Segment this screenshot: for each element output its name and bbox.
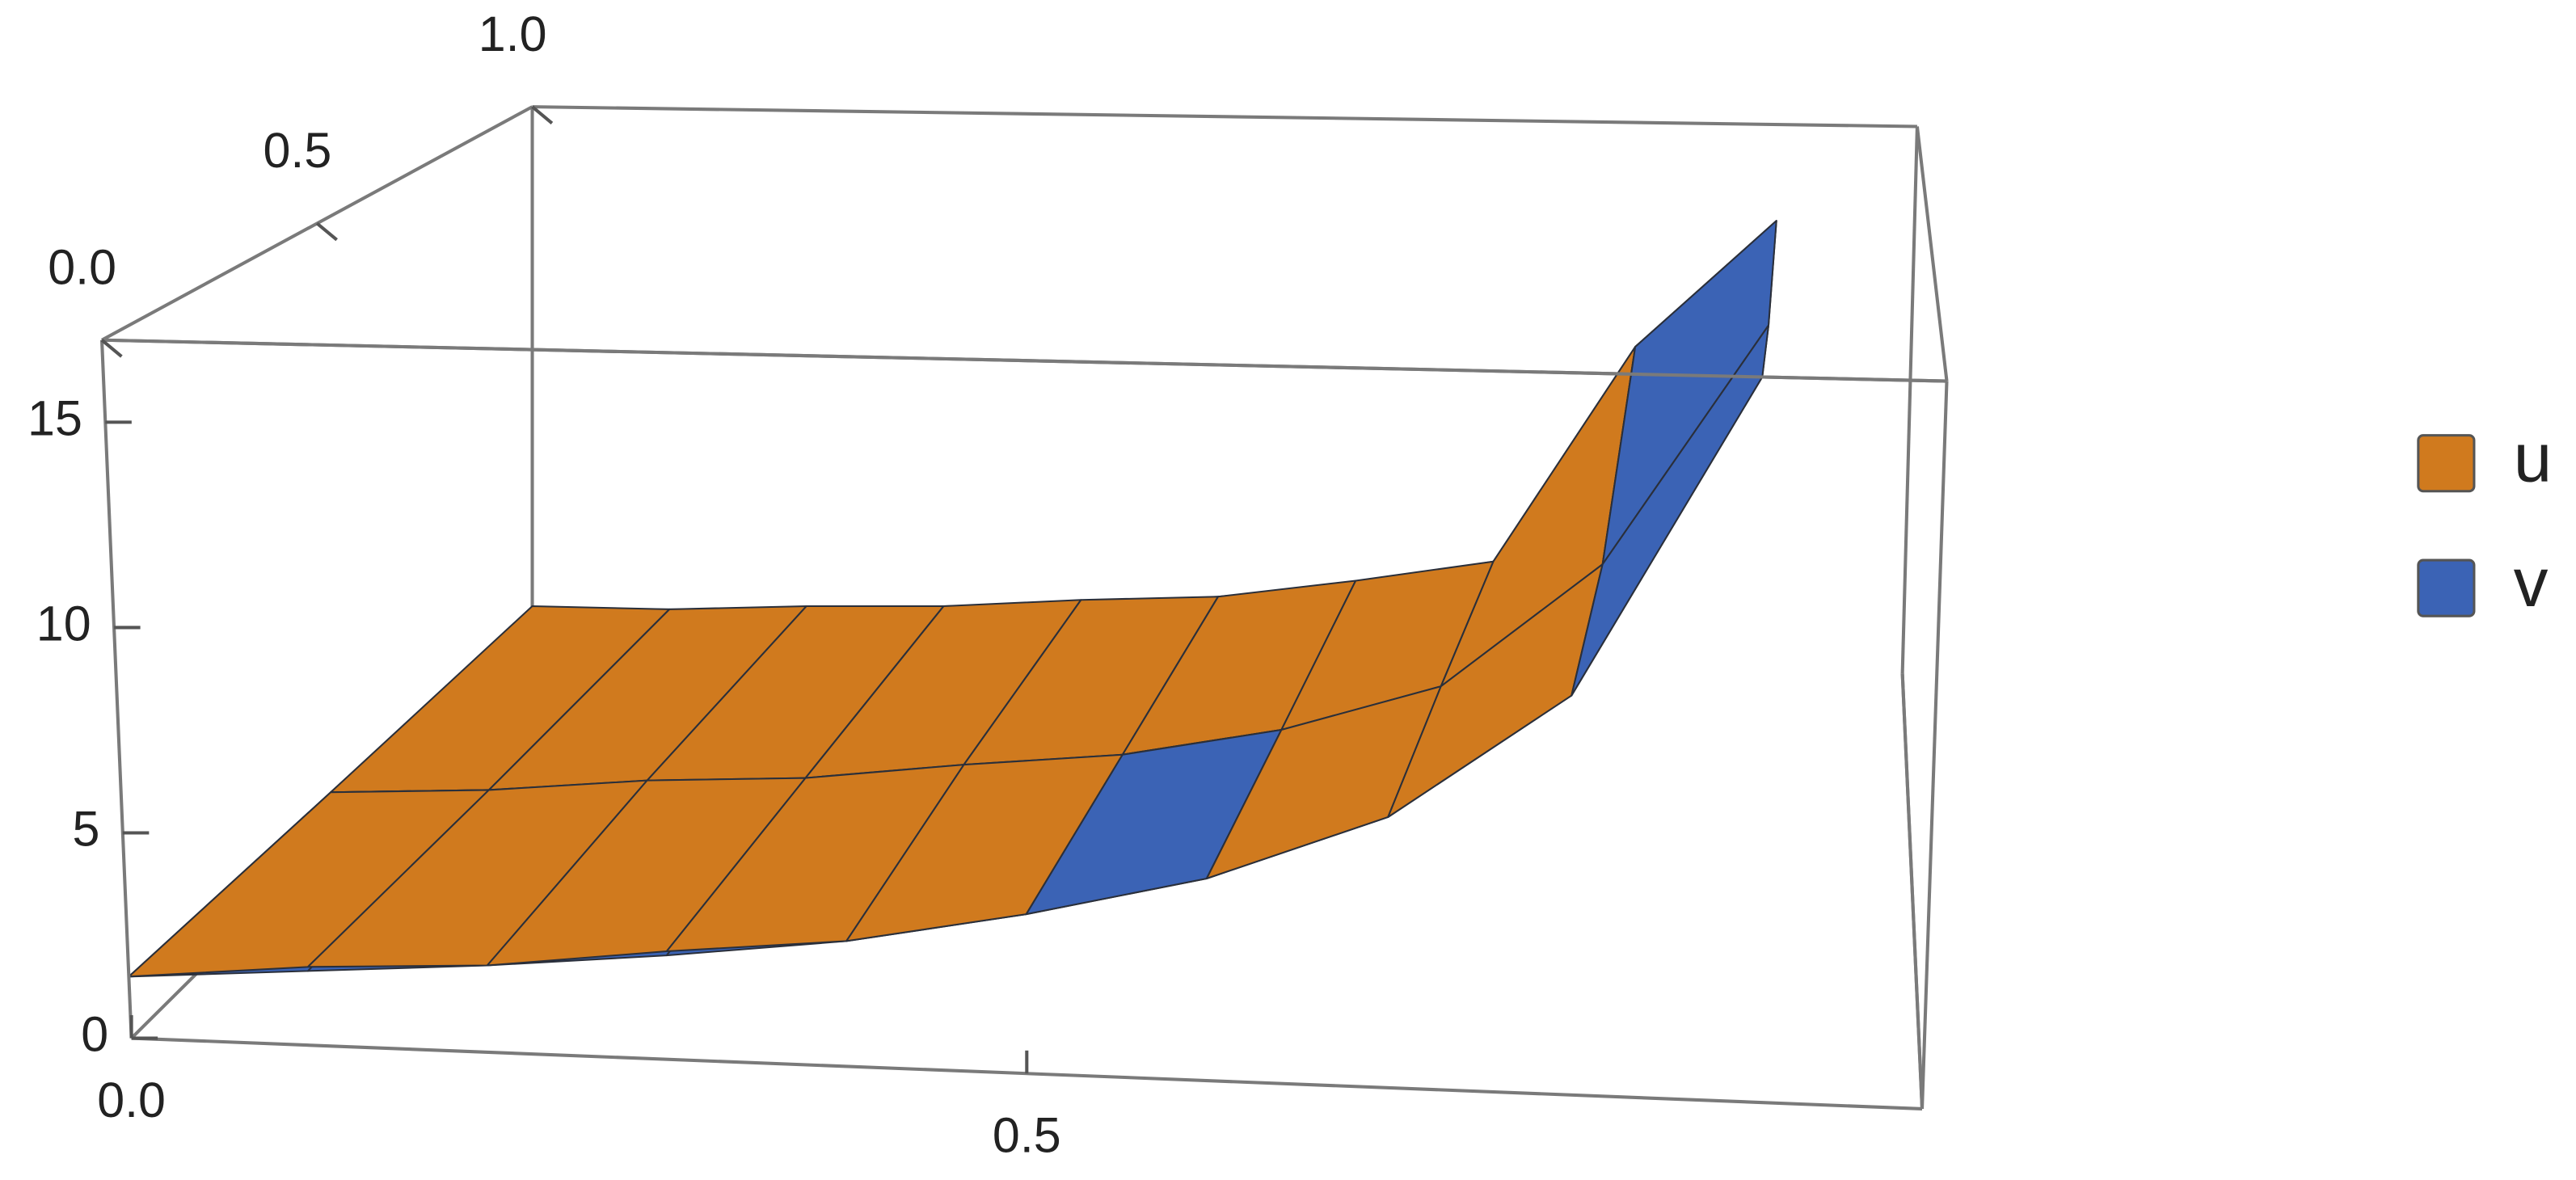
x-tick-label: 0.5 — [993, 1108, 1061, 1163]
y-tick-label: 0.0 — [48, 239, 116, 294]
y-tick-label: 0.5 — [263, 123, 331, 178]
surface-cell — [1570, 324, 1770, 697]
y-tick-label: 1.0 — [479, 6, 547, 61]
z-tick-label: 5 — [72, 802, 99, 857]
box-edge — [1915, 126, 1949, 381]
legend-text: u — [2514, 420, 2552, 497]
box-edge — [99, 339, 133, 1039]
legend-text: v — [2514, 545, 2549, 622]
legend-swatch — [2417, 434, 2476, 493]
box-edge — [1920, 381, 1949, 1110]
box-edge — [101, 338, 1947, 383]
y-tick — [315, 221, 338, 242]
z-tick-label: 0 — [81, 1007, 108, 1062]
y-tick — [531, 105, 554, 124]
box-edge — [1900, 126, 1919, 674]
z-tick-label: 15 — [27, 390, 82, 445]
legend-swatch — [2417, 558, 2476, 617]
y-tick — [100, 339, 123, 358]
plot: 0 5 10 15 0.0 0.5 0.0 0.5 1.0 uv — [27, 6, 2552, 1163]
x-tick-label: 0.0 — [97, 1073, 166, 1127]
box-edge — [1900, 673, 1925, 1110]
box-edge — [532, 105, 1917, 129]
z-tick-label: 10 — [36, 596, 91, 651]
